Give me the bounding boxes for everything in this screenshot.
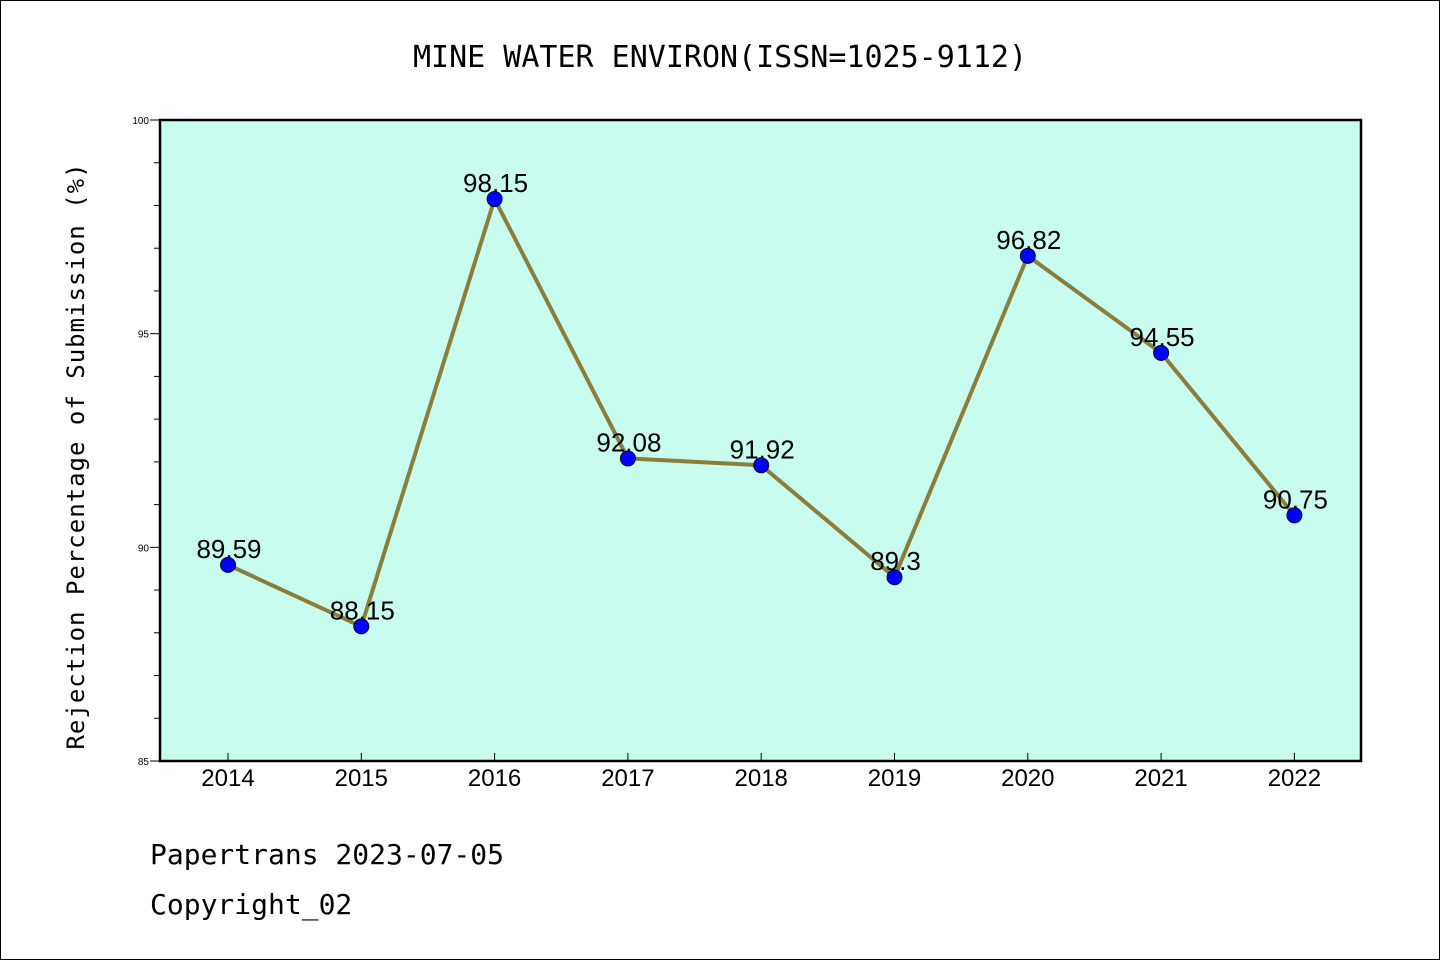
data-point xyxy=(1286,507,1303,524)
data-point xyxy=(486,191,503,208)
x-tick-label: 2014 xyxy=(201,765,254,792)
plot-border xyxy=(158,118,1363,763)
footer-copyright: Copyright_02 xyxy=(150,888,352,922)
data-label: 89.59 xyxy=(196,534,261,564)
y-tick-label: 85 xyxy=(138,757,150,768)
x-tick-label: 2018 xyxy=(735,765,788,792)
data-label: 89.3 xyxy=(870,546,921,576)
data-point xyxy=(1153,344,1170,361)
chart-title: MINE WATER ENVIRON(ISSN=1025-9112) xyxy=(413,40,1027,75)
x-tick-label: 2020 xyxy=(1001,765,1054,792)
data-point xyxy=(886,569,903,586)
x-tick-label: 2016 xyxy=(468,765,521,792)
plot-area xyxy=(160,120,1361,761)
x-tick-label: 2022 xyxy=(1268,765,1321,792)
data-label: 98.15 xyxy=(463,168,528,198)
y-tick-label: 90 xyxy=(138,543,150,554)
data-label: 91.92 xyxy=(730,434,795,464)
series-layer: 89.59 88.15 98.15 92.08 91.92 89.3 96.82 94.55 9… xyxy=(196,168,1328,635)
x-tick-label: 2017 xyxy=(601,765,654,792)
y-tick-label: 95 xyxy=(138,330,150,341)
data-label: 90.75 xyxy=(1263,484,1328,514)
x-axis: 2014 2015 2016 2017 2018 2019 2020 2021 2022 xyxy=(201,753,1321,792)
data-point xyxy=(220,556,236,573)
y-tick-label: 100 xyxy=(132,116,149,127)
data-label: 94.55 xyxy=(1130,322,1195,352)
data-label: 92.08 xyxy=(596,427,661,457)
data-point xyxy=(753,457,770,474)
x-tick-label: 2019 xyxy=(868,765,921,792)
data-point xyxy=(619,450,636,467)
x-tick-label: 2021 xyxy=(1134,765,1187,792)
x-tick-label: 2015 xyxy=(335,765,388,792)
data-point xyxy=(353,618,370,635)
footer-date: Papertrans 2023-07-05 xyxy=(150,838,504,871)
y-axis-label: Rejection Percentage of Submission (%) xyxy=(62,162,90,749)
data-label: 88.15 xyxy=(330,595,395,625)
data-label: 96.82 xyxy=(996,225,1061,255)
y-axis: 85 90 95 100 xyxy=(132,116,160,768)
data-point xyxy=(1019,247,1036,264)
